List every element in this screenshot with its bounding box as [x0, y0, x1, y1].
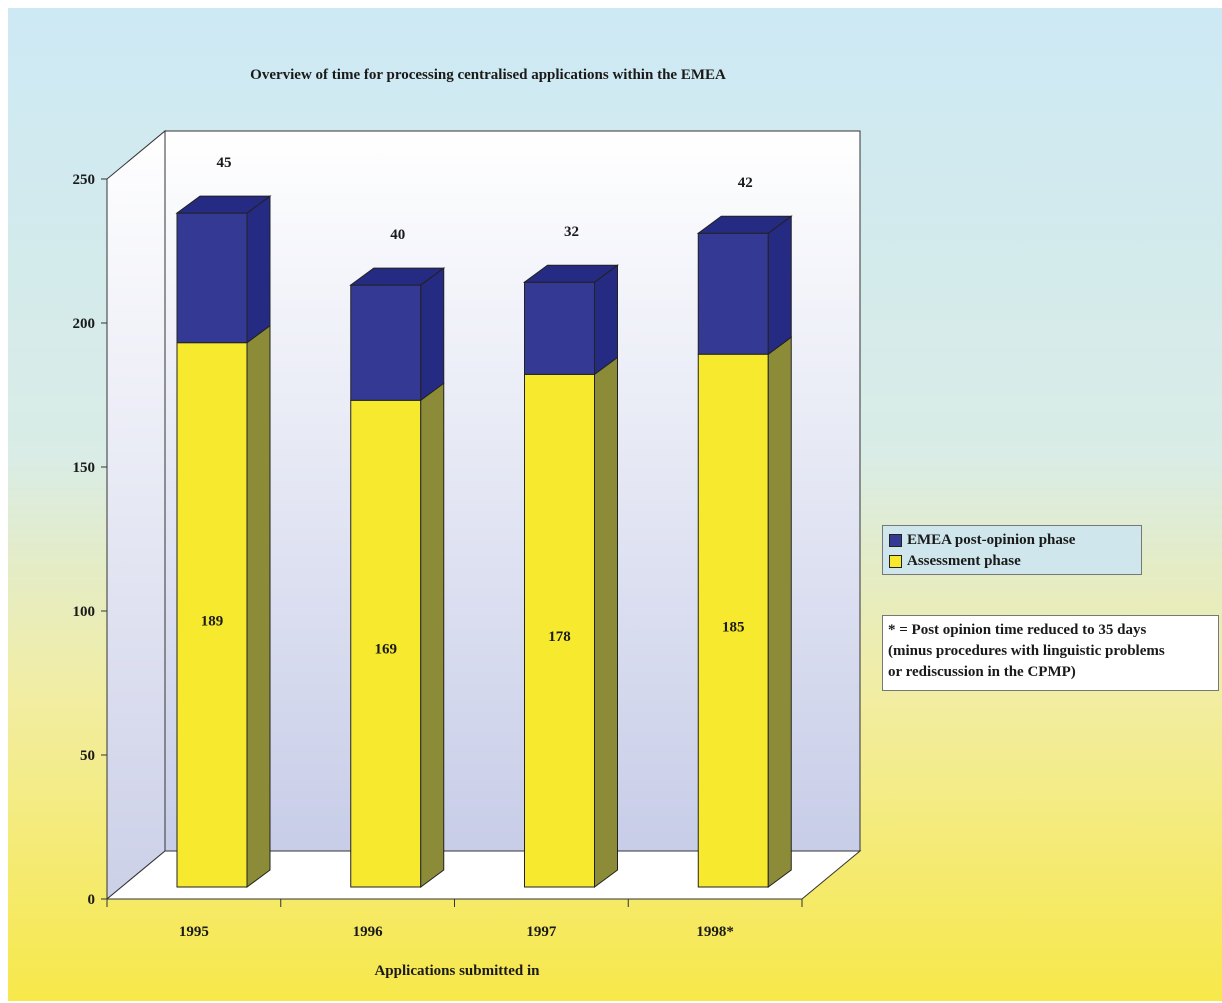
y-tick-label: 150 — [73, 460, 96, 476]
bar-assessment-front — [176, 342, 248, 888]
data-label-assessment: 189 — [201, 614, 224, 630]
legend-label-post-opinion: EMEA post-opinion phase — [907, 532, 1076, 548]
data-label-post-opinion: 32 — [564, 224, 579, 240]
x-tick-label: 1998* — [696, 924, 734, 940]
legend-swatch-assessment — [889, 555, 902, 568]
y-tick-label: 100 — [73, 604, 96, 620]
footnote-line-3: or rediscussion in the CPMP) — [888, 664, 1076, 680]
bar-post-opinion-top — [522, 264, 620, 283]
y-tick-label: 0 — [88, 892, 96, 908]
data-label-assessment: 185 — [722, 619, 745, 635]
x-tick-label: 1995 — [179, 924, 209, 940]
bar-post-opinion-front — [350, 284, 422, 401]
bar-assessment-side — [420, 382, 445, 888]
x-tick-label: 1997 — [526, 924, 557, 940]
y-tick-label: 200 — [73, 316, 96, 332]
footnote-line-1: * = Post opinion time reduced to 35 days — [888, 622, 1147, 638]
bar-assessment-side — [767, 336, 792, 888]
data-label-post-opinion: 40 — [390, 227, 405, 243]
data-label-assessment: 169 — [375, 641, 398, 657]
legend-swatch-post-opinion — [889, 534, 902, 547]
bar-assessment-side — [594, 356, 618, 888]
bar-post-opinion-front — [697, 232, 769, 355]
data-label-assessment: 178 — [548, 629, 571, 645]
bar-post-opinion-front — [176, 212, 248, 344]
x-axis-title: Applications submitted in — [374, 963, 540, 979]
footnote-box: * = Post opinion time reduced to 35 days… — [882, 615, 1219, 691]
y-tick-label: 250 — [73, 172, 96, 188]
bar-post-opinion-top — [349, 267, 446, 286]
legend-label-assessment: Assessment phase — [907, 553, 1021, 569]
legend-item-assessment: Assessment phase — [889, 551, 1141, 572]
chart-title: Overview of time for processing centrali… — [250, 67, 726, 83]
bar-assessment-side — [246, 324, 271, 888]
footnote-line-2: (minus procedures with linguistic proble… — [888, 643, 1165, 659]
bar-post-opinion-side — [246, 195, 271, 344]
chart-frame: 0 50 100 150 200 250 1995 1996 1997 1998* 189 45 1… — [8, 8, 1222, 1001]
bar-post-opinion-front — [524, 281, 595, 375]
data-label-post-opinion: 42 — [738, 175, 753, 191]
data-label-post-opinion: 45 — [217, 155, 232, 171]
bar-post-opinion-side — [767, 215, 792, 356]
bar-post-opinion-side — [420, 267, 445, 402]
chart-side-wall — [106, 129, 166, 901]
x-tick-label: 1996 — [353, 924, 384, 940]
legend-item-post-opinion: EMEA post-opinion phase — [889, 530, 1141, 551]
chart-svg: 0 50 100 150 200 250 1995 1996 1997 1998* 189 45 1… — [73, 67, 862, 979]
bar-post-opinion-top — [696, 215, 793, 234]
y-tick-label: 50 — [80, 748, 95, 764]
chart-legend: EMEA post-opinion phase Assessment phase — [882, 525, 1142, 575]
bar-post-opinion-side — [594, 264, 618, 376]
bar-post-opinion-top — [175, 195, 272, 214]
